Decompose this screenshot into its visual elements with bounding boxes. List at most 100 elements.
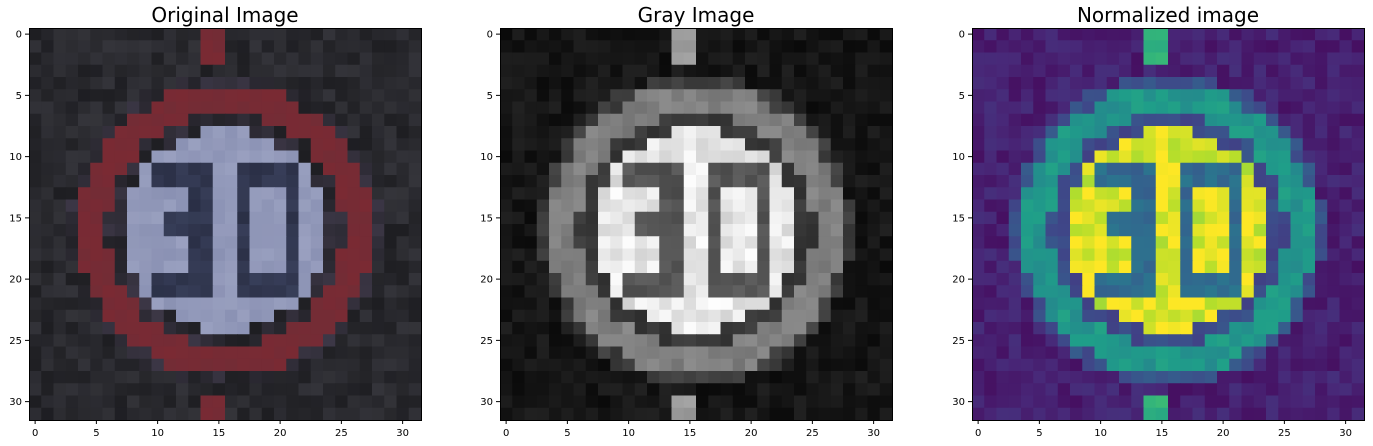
pixel-cell	[1070, 383, 1083, 397]
pixel-cell	[1302, 113, 1316, 127]
pixel-cell	[1168, 346, 1181, 360]
pixel-cell	[310, 371, 324, 384]
pixel-cell	[720, 101, 734, 115]
pixel-cell	[163, 101, 177, 115]
pixel-cell	[1082, 285, 1096, 299]
pixel-cell	[323, 187, 336, 201]
pixel-cell	[843, 113, 856, 127]
pixel-cell	[536, 260, 550, 274]
pixel-cell	[769, 358, 783, 372]
pixel-cell	[1021, 346, 1034, 360]
pixel-cell	[114, 236, 128, 250]
pixel-cell	[1143, 309, 1157, 323]
pixel-cell	[610, 236, 624, 250]
pixel-cell	[984, 358, 998, 372]
pixel-cell	[794, 371, 807, 384]
pixel-cell	[1008, 334, 1022, 348]
pixel-cell	[212, 64, 226, 78]
pixel-cell	[806, 101, 820, 115]
pixel-cell	[1119, 395, 1132, 409]
pixel-cell	[683, 28, 697, 41]
pixel-cell	[818, 285, 832, 299]
pixel-cell	[830, 297, 844, 311]
pixel-cell	[335, 64, 349, 78]
x-tick-label: 5	[564, 428, 570, 439]
pixel-cell	[879, 162, 893, 176]
pixel-cell	[41, 28, 55, 41]
pixel-cell	[384, 334, 398, 348]
pixel-cell	[1143, 28, 1157, 41]
pixel-cell	[1266, 236, 1279, 250]
pixel-cell	[996, 395, 1010, 409]
pixel-cell	[1229, 273, 1243, 286]
pixel-cell	[708, 126, 722, 139]
pixel-cell	[1327, 52, 1341, 66]
pixel-cell	[1302, 322, 1316, 335]
pixel-cell	[127, 395, 140, 409]
pixel-cell	[261, 187, 275, 201]
pixel-cell	[90, 126, 104, 139]
pixel-cell	[1180, 334, 1194, 348]
pixel-cell	[855, 52, 869, 66]
pixel-cell	[745, 297, 758, 311]
pixel-cell	[347, 28, 361, 41]
pixel-cell	[151, 334, 165, 348]
pixel-cell	[512, 126, 526, 139]
pixel-cell	[372, 150, 385, 164]
pixel-cell	[1131, 260, 1145, 274]
pixel-cell	[1253, 273, 1267, 286]
pixel-cell	[237, 309, 251, 323]
pixel-cell	[1339, 64, 1353, 78]
pixel-cell	[310, 52, 324, 66]
pixel-cell	[536, 28, 550, 41]
pixel-cell	[78, 187, 91, 201]
pixel-cell	[237, 395, 251, 409]
pixel-cell	[1266, 175, 1279, 188]
pixel-cell	[1315, 126, 1328, 139]
pixel-cell	[806, 138, 820, 152]
pixel-cell	[335, 309, 349, 323]
pixel-cell	[634, 371, 648, 384]
pixel-cell	[139, 28, 153, 41]
pixel-cell	[806, 383, 820, 397]
pixel-cell	[757, 89, 771, 103]
pixel-cell	[1278, 77, 1292, 90]
pixel-cell	[1351, 211, 1365, 225]
pixel-cell	[855, 224, 869, 237]
pixel-cell	[1241, 236, 1255, 250]
pixel-cell	[1094, 40, 1108, 54]
pixel-cell	[573, 297, 587, 311]
pixel-cell	[1106, 297, 1120, 311]
pixel-cell	[794, 52, 807, 66]
pixel-cell	[261, 162, 275, 176]
pixel-cell	[298, 126, 312, 139]
pixel-cell	[310, 383, 324, 397]
pixel-cell	[818, 273, 832, 286]
pixel-cell	[708, 101, 722, 115]
pixel-cell	[818, 248, 832, 262]
pixel-cell	[598, 64, 611, 78]
pixel-cell	[1143, 236, 1157, 250]
pixel-cell	[1192, 248, 1206, 262]
pixel-cell	[1253, 187, 1267, 201]
pixel-cell	[53, 89, 67, 103]
pixel-cell	[671, 297, 685, 311]
pixel-cell	[830, 138, 844, 152]
pixel-cell	[1253, 126, 1267, 139]
pixel-cell	[261, 358, 275, 372]
pixel-cell	[1168, 309, 1181, 323]
pixel-cell	[225, 162, 238, 176]
pixel-cell	[500, 346, 513, 360]
pixel-cell	[879, 150, 893, 164]
pixel-cell	[512, 138, 526, 152]
pixel-cell	[347, 407, 361, 421]
pixel-cell	[1008, 162, 1022, 176]
pixel-cell	[249, 407, 263, 421]
pixel-cell	[1192, 285, 1206, 299]
pixel-cell	[176, 28, 189, 41]
pixel-cell	[1266, 358, 1279, 372]
pixel-cell	[41, 40, 55, 54]
pixel-cell	[188, 273, 202, 286]
pixel-cell	[310, 346, 324, 360]
pixel-cell	[879, 248, 893, 262]
